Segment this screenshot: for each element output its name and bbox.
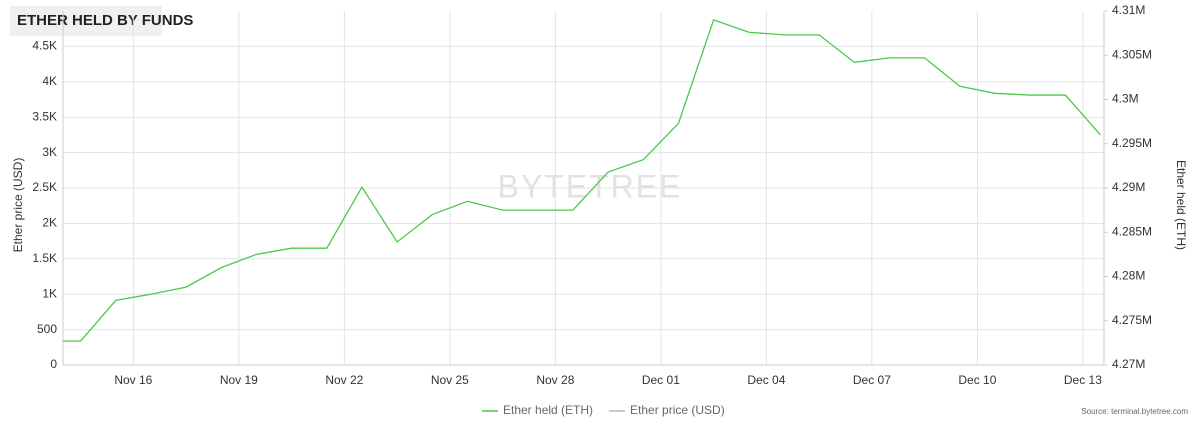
watermark: BYTETREE — [498, 168, 683, 204]
legend-label: Ether price (USD) — [630, 403, 725, 417]
y2-tick-label: 4.31M — [1112, 3, 1145, 17]
x-tick-label: Dec 01 — [642, 373, 680, 387]
y-axis-title: Ether price (USD) — [11, 158, 25, 253]
y2-tick-label: 4.28M — [1112, 269, 1145, 283]
y2-axis-title: Ether held (ETH) — [1174, 160, 1188, 250]
x-tick-label: Nov 28 — [536, 373, 574, 387]
y2-tick-label: 4.285M — [1112, 224, 1152, 238]
y-tick-label: 4.5K — [32, 39, 57, 53]
y-tick-label: 0 — [50, 357, 57, 371]
y-tick-label: 1K — [42, 286, 57, 300]
y2-tick-label: 4.27M — [1112, 357, 1145, 371]
x-tick-label: Nov 22 — [325, 373, 363, 387]
y-tick-label: 2K — [42, 216, 57, 230]
y2-tick-label: 4.305M — [1112, 47, 1152, 61]
series-line — [63, 19, 1101, 342]
legend-label: Ether held (ETH) — [503, 403, 593, 417]
y-tick-label: 3.5K — [32, 109, 57, 123]
y-tick-label: 1.5K — [32, 251, 57, 265]
x-tick-label: Dec 04 — [747, 373, 785, 387]
y-tick-label: 500 — [37, 322, 57, 336]
y2-tick-label: 4.295M — [1112, 136, 1152, 150]
y2-tick-label: 4.3M — [1112, 92, 1139, 106]
x-tick-label: Dec 07 — [853, 373, 891, 387]
y-tick-label: 4K — [42, 74, 57, 88]
x-tick-label: Nov 25 — [431, 373, 469, 387]
x-tick-label: Dec 13 — [1064, 373, 1102, 387]
y2-tick-label: 4.29M — [1112, 180, 1145, 194]
y2-tick-label: 4.275M — [1112, 313, 1152, 327]
source: Source: terminal.bytetree.com — [1081, 407, 1188, 416]
title-box — [10, 6, 162, 36]
chart-title: ETHER HELD BY FUNDS — [17, 12, 193, 29]
y-tick-label: 3K — [42, 145, 57, 159]
x-tick-label: Nov 19 — [220, 373, 258, 387]
y-tick-label: 2.5K — [32, 180, 57, 194]
x-tick-label: Dec 10 — [958, 373, 996, 387]
x-tick-label: Nov 16 — [114, 373, 152, 387]
